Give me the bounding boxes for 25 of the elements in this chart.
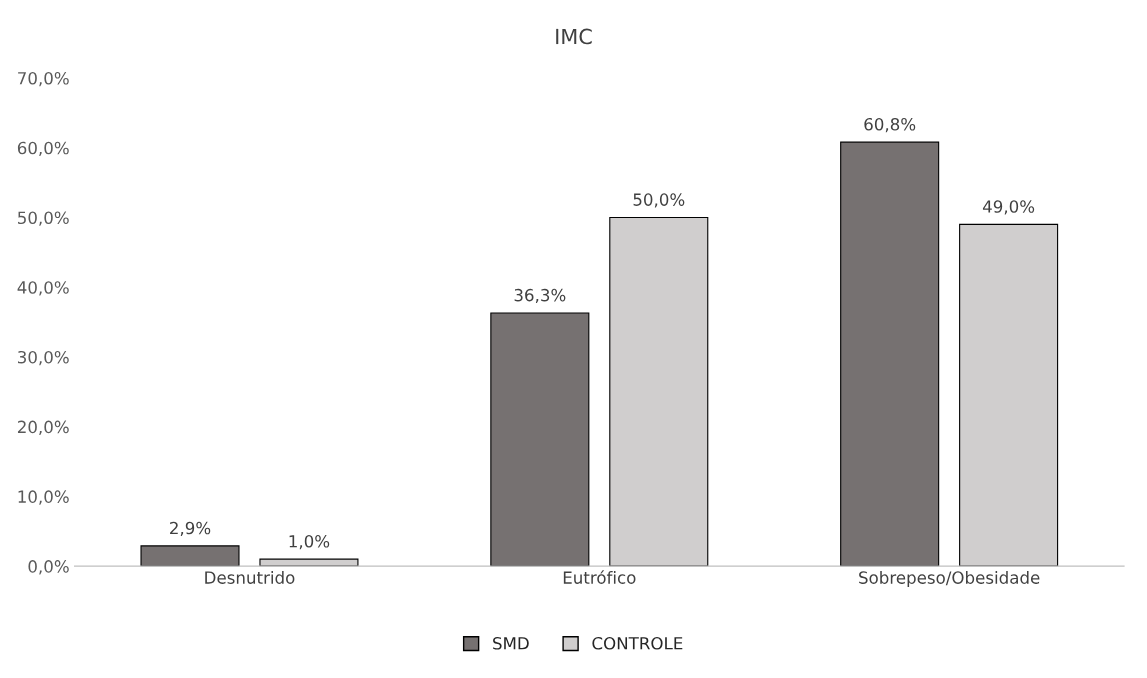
legend-label: SMD [493, 636, 529, 650]
bar [609, 216, 709, 567]
y-tick-label: 60,0% [17, 141, 69, 156]
data-label: 49,0% [982, 200, 1035, 215]
data-label: 2,9% [170, 521, 211, 537]
y-tick-label: 0,0% [28, 560, 69, 575]
x-tick-label: Eutrófico [563, 570, 636, 584]
bar [140, 545, 240, 567]
y-tick-label: 50,0% [18, 211, 69, 226]
y-tick-label: 20,0% [17, 420, 69, 435]
data-label: 1,0% [289, 534, 330, 550]
bar [959, 223, 1059, 567]
x-tick-label: Desnutrido [205, 570, 295, 584]
legend-label: CONTROLE [592, 636, 683, 650]
data-label: 50,0% [633, 193, 685, 208]
bar [840, 141, 940, 567]
y-tick-label: 40,0% [17, 281, 69, 296]
y-tick-label: 70,0% [18, 71, 69, 87]
data-label: 36,3% [514, 288, 566, 304]
bar [490, 312, 590, 567]
data-label: 60,8% [864, 117, 916, 133]
chart-title: IMC [556, 28, 592, 45]
y-tick-label: 10,0% [18, 490, 69, 505]
x-tick-label: Sobrepeso/Obesidade [859, 570, 1040, 588]
y-tick-label: 30,0% [18, 350, 69, 366]
